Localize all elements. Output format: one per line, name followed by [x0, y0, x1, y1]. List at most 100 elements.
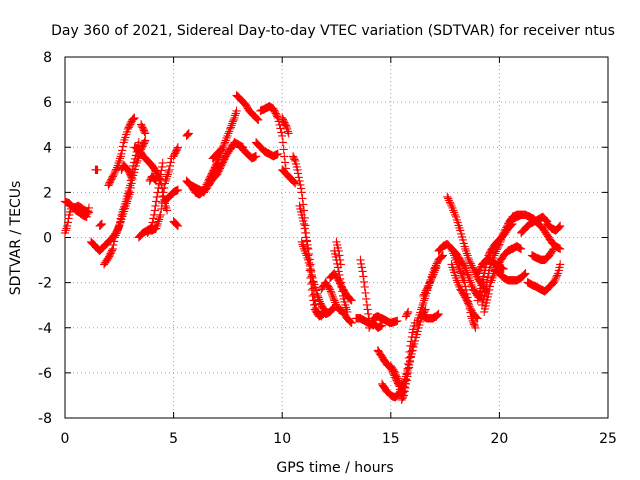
- data-point: +: [398, 377, 409, 392]
- data-point: +: [156, 164, 167, 179]
- data-point: +: [346, 316, 357, 331]
- data-point: +: [399, 385, 410, 400]
- data-point: +: [521, 208, 532, 223]
- data-point: +: [400, 381, 411, 396]
- data-point: +: [494, 255, 505, 270]
- data-points: ++++++++++++++++++++++++++++++++++++++++…: [60, 88, 566, 408]
- data-point: +: [325, 284, 336, 299]
- data-point: +: [277, 163, 288, 178]
- data-point: +: [115, 152, 126, 167]
- data-point: +: [472, 312, 483, 327]
- data-point: +: [460, 262, 471, 277]
- data-point: +: [532, 281, 543, 296]
- data-point: +: [238, 140, 249, 155]
- data-point: +: [208, 164, 219, 179]
- data-point: +: [539, 253, 550, 268]
- data-point: +: [523, 276, 534, 291]
- data-point: +: [517, 208, 528, 223]
- data-point: +: [111, 225, 122, 240]
- data-point: +: [486, 273, 497, 288]
- data-point: +: [75, 207, 86, 222]
- data-point: +: [280, 166, 291, 181]
- data-point: +: [395, 385, 406, 400]
- data-point: +: [540, 226, 551, 241]
- data-point: +: [437, 240, 448, 255]
- data-point: +: [104, 234, 115, 249]
- data-point: +: [479, 267, 490, 282]
- data-point: +: [548, 222, 559, 237]
- data-point: +: [285, 171, 296, 186]
- data-point: +: [385, 359, 396, 374]
- data-point: +: [403, 351, 414, 366]
- data-point: +: [405, 350, 416, 365]
- data-point: +: [198, 184, 209, 199]
- data-point: +: [407, 339, 418, 354]
- data-point: +: [540, 284, 551, 299]
- data-point: +: [149, 208, 160, 223]
- data-point: +: [144, 223, 155, 238]
- data-point: +: [372, 309, 383, 324]
- data-point: +: [530, 213, 541, 228]
- data-point: +: [100, 239, 111, 254]
- data-point: +: [60, 195, 71, 210]
- data-point: +: [161, 193, 172, 208]
- data-point: +: [512, 273, 523, 288]
- data-point: +: [513, 208, 524, 223]
- data-point: +: [426, 273, 437, 288]
- data-point: +: [427, 271, 438, 286]
- data-point: +: [205, 175, 216, 190]
- data-point: +: [269, 103, 280, 118]
- data-point: +: [406, 347, 417, 362]
- data-point: +: [199, 183, 210, 198]
- data-point: +: [115, 214, 126, 229]
- data-point: +: [268, 102, 279, 117]
- data-point: +: [317, 308, 328, 323]
- data-point: +: [425, 275, 436, 290]
- data-point: +: [122, 162, 133, 177]
- data-point: +: [194, 183, 205, 198]
- data-point: +: [433, 253, 444, 268]
- data-point: +: [280, 161, 291, 176]
- data-point: +: [467, 260, 478, 275]
- data-point: +: [516, 226, 527, 241]
- data-point: +: [259, 102, 270, 117]
- data-point: +: [527, 278, 538, 293]
- data-point: +: [280, 117, 291, 132]
- data-point: +: [226, 118, 237, 133]
- data-point: +: [155, 208, 166, 223]
- data-point: +: [248, 108, 259, 123]
- data-point: +: [502, 223, 513, 238]
- data-point: +: [104, 177, 115, 192]
- data-point: +: [150, 173, 161, 188]
- data-point: +: [497, 270, 508, 285]
- data-point: +: [105, 174, 116, 189]
- data-point: +: [554, 261, 565, 276]
- data-point: +: [187, 181, 198, 196]
- data-point: +: [227, 139, 238, 154]
- data-point: +: [553, 241, 564, 256]
- data-point: +: [338, 284, 349, 299]
- data-point: +: [144, 224, 155, 239]
- data-point: +: [123, 121, 134, 136]
- data-point: +: [383, 359, 394, 374]
- data-point: +: [504, 243, 515, 258]
- data-point: +: [288, 149, 299, 164]
- data-point: +: [212, 166, 223, 181]
- data-point: +: [440, 238, 451, 253]
- data-point: +: [423, 312, 434, 327]
- data-point: +: [541, 227, 552, 242]
- data-point: +: [446, 199, 457, 214]
- data-point: +: [118, 158, 129, 173]
- data-point: +: [386, 389, 397, 404]
- data-point: +: [479, 264, 490, 279]
- data-point: +: [365, 317, 376, 332]
- data-point: +: [183, 176, 194, 191]
- data-point: +: [377, 377, 388, 392]
- data-point: +: [294, 174, 305, 189]
- data-point: +: [120, 160, 131, 175]
- data-point: +: [235, 139, 246, 154]
- data-point: +: [529, 212, 540, 227]
- data-point: +: [506, 211, 517, 226]
- data-point: +: [543, 249, 554, 264]
- data-point: +: [209, 150, 220, 165]
